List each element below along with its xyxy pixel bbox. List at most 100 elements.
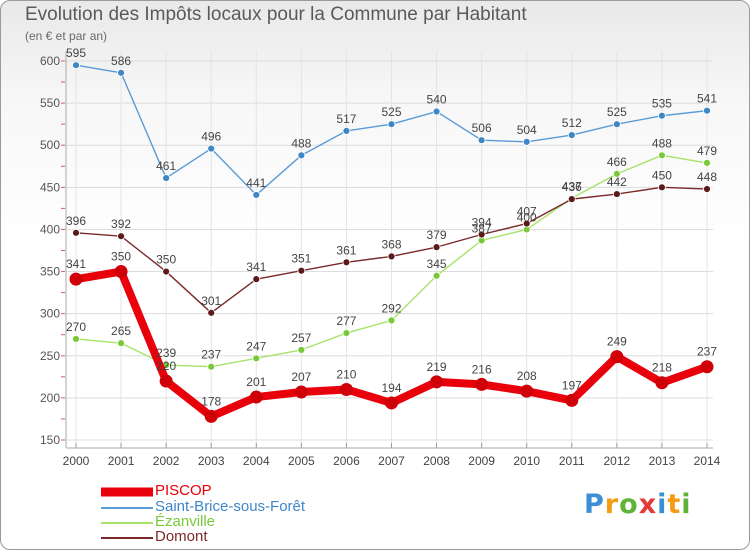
- data-point-domont: [477, 230, 486, 239]
- point-label-saint-brice-sous-foret: 517: [336, 112, 356, 126]
- data-point-ezanville: [252, 354, 261, 363]
- point-label-saint-brice-sous-foret: 461: [156, 159, 176, 173]
- data-point-domont: [522, 219, 531, 228]
- data-point-ezanville: [342, 329, 351, 337]
- data-point-ezanville: [72, 335, 80, 343]
- data-point-piscop: [385, 396, 398, 410]
- point-label-piscop: 341: [66, 257, 86, 271]
- data-point-saint-brice-sous-foret: [567, 131, 576, 140]
- data-point-piscop: [69, 272, 83, 286]
- y-tick-label: 150: [40, 433, 60, 447]
- x-tick-label: 2004: [243, 454, 270, 468]
- data-point-piscop: [565, 393, 579, 407]
- data-point-ezanville: [658, 151, 666, 160]
- data-point-domont: [72, 228, 80, 237]
- point-label-saint-brice-sous-foret: 541: [697, 92, 717, 106]
- logo-letter: i: [657, 489, 668, 520]
- x-tick-label: 2014: [694, 454, 721, 468]
- logo-letter: P: [584, 489, 605, 520]
- point-label-ezanville: 270: [66, 320, 86, 334]
- point-label-domont: 301: [201, 294, 221, 308]
- point-label-ezanville: 345: [427, 257, 447, 271]
- x-tick-label: 2005: [288, 454, 315, 468]
- point-label-piscop: 210: [336, 367, 356, 381]
- point-label-domont: 350: [156, 253, 176, 267]
- data-point-piscop: [430, 375, 444, 389]
- data-point-ezanville: [703, 159, 711, 167]
- point-label-saint-brice-sous-foret: 540: [427, 93, 447, 107]
- logo-letter: r: [604, 489, 620, 520]
- point-label-piscop: 197: [562, 378, 582, 392]
- point-label-domont: 392: [111, 217, 131, 231]
- y-tick-label: 550: [40, 96, 60, 110]
- point-label-ezanville: 400: [517, 210, 537, 224]
- data-point-domont: [117, 232, 125, 241]
- data-point-domont: [612, 190, 621, 198]
- chart-grid: [66, 51, 713, 445]
- data-point-domont: [297, 266, 306, 275]
- legend-label-ezanville: Ézanville: [155, 513, 216, 530]
- data-point-piscop: [159, 374, 173, 388]
- data-point-saint-brice-sous-foret: [432, 107, 441, 116]
- y-tick-label: 300: [40, 307, 60, 321]
- data-point-domont: [162, 267, 171, 276]
- legend-swatch-domont: [101, 537, 153, 539]
- point-label-piscop: 201: [246, 375, 266, 389]
- point-label-piscop: 219: [427, 360, 447, 374]
- data-point-saint-brice-sous-foret: [252, 191, 261, 199]
- point-label-ezanville: 479: [697, 144, 717, 158]
- y-tick-label: 350: [40, 265, 60, 279]
- point-label-saint-brice-sous-foret: 586: [111, 54, 131, 68]
- point-label-piscop: 194: [381, 381, 401, 395]
- x-tick-label: 2013: [649, 454, 676, 468]
- data-point-ezanville: [432, 271, 441, 280]
- data-point-domont: [658, 183, 666, 192]
- data-point-domont: [342, 258, 351, 267]
- x-tick-label: 2003: [198, 454, 225, 468]
- proxiti-logo: Proxiti: [584, 489, 692, 520]
- data-point-piscop: [204, 409, 218, 423]
- point-label-ezanville: 437: [562, 179, 582, 193]
- data-point-piscop: [520, 384, 534, 398]
- x-tick-label: 2008: [423, 454, 450, 468]
- data-point-saint-brice-sous-foret: [658, 111, 666, 120]
- data-point-ezanville: [612, 169, 621, 178]
- point-label-saint-brice-sous-foret: 512: [562, 116, 582, 130]
- point-label-ezanville: 277: [336, 314, 356, 328]
- x-tick-label: 2011: [559, 454, 585, 468]
- logo-letter: o: [619, 489, 639, 520]
- legend-label-piscop: PISCOP: [155, 482, 212, 499]
- point-label-saint-brice-sous-foret: 496: [201, 130, 221, 144]
- point-label-domont: 407: [517, 205, 537, 219]
- point-label-ezanville: 488: [652, 136, 672, 150]
- data-point-ezanville: [207, 362, 216, 371]
- data-point-ezanville: [117, 339, 125, 348]
- data-point-piscop: [475, 377, 489, 391]
- y-tick-label: 600: [40, 54, 60, 68]
- chart-point-labels: 595 586 461 496 441 488 517 525 540 506 504 512 525 5…: [66, 46, 717, 408]
- data-point-domont: [252, 275, 261, 284]
- data-point-saint-brice-sous-foret: [612, 120, 621, 129]
- point-label-ezanville: 265: [111, 324, 131, 338]
- data-point-domont: [207, 308, 216, 317]
- data-point-saint-brice-sous-foret: [117, 68, 125, 77]
- data-point-piscop: [700, 360, 714, 374]
- point-label-saint-brice-sous-foret: 441: [246, 176, 266, 190]
- data-point-domont: [432, 243, 441, 252]
- data-point-piscop: [610, 350, 624, 364]
- point-label-saint-brice-sous-foret: 506: [472, 121, 492, 135]
- data-point-piscop: [655, 376, 669, 390]
- y-tick-label: 500: [40, 138, 60, 152]
- point-label-saint-brice-sous-foret: 504: [517, 123, 537, 137]
- point-label-domont: 379: [427, 228, 447, 242]
- x-tick-label: 2000: [63, 454, 90, 468]
- point-label-domont: 442: [607, 175, 627, 189]
- point-label-piscop: 237: [697, 345, 717, 359]
- point-label-domont: 368: [381, 237, 401, 251]
- point-label-piscop: 350: [111, 250, 131, 264]
- point-label-ezanville: 247: [246, 339, 266, 353]
- x-tick-label: 2001: [108, 454, 135, 468]
- data-point-saint-brice-sous-foret: [207, 144, 216, 153]
